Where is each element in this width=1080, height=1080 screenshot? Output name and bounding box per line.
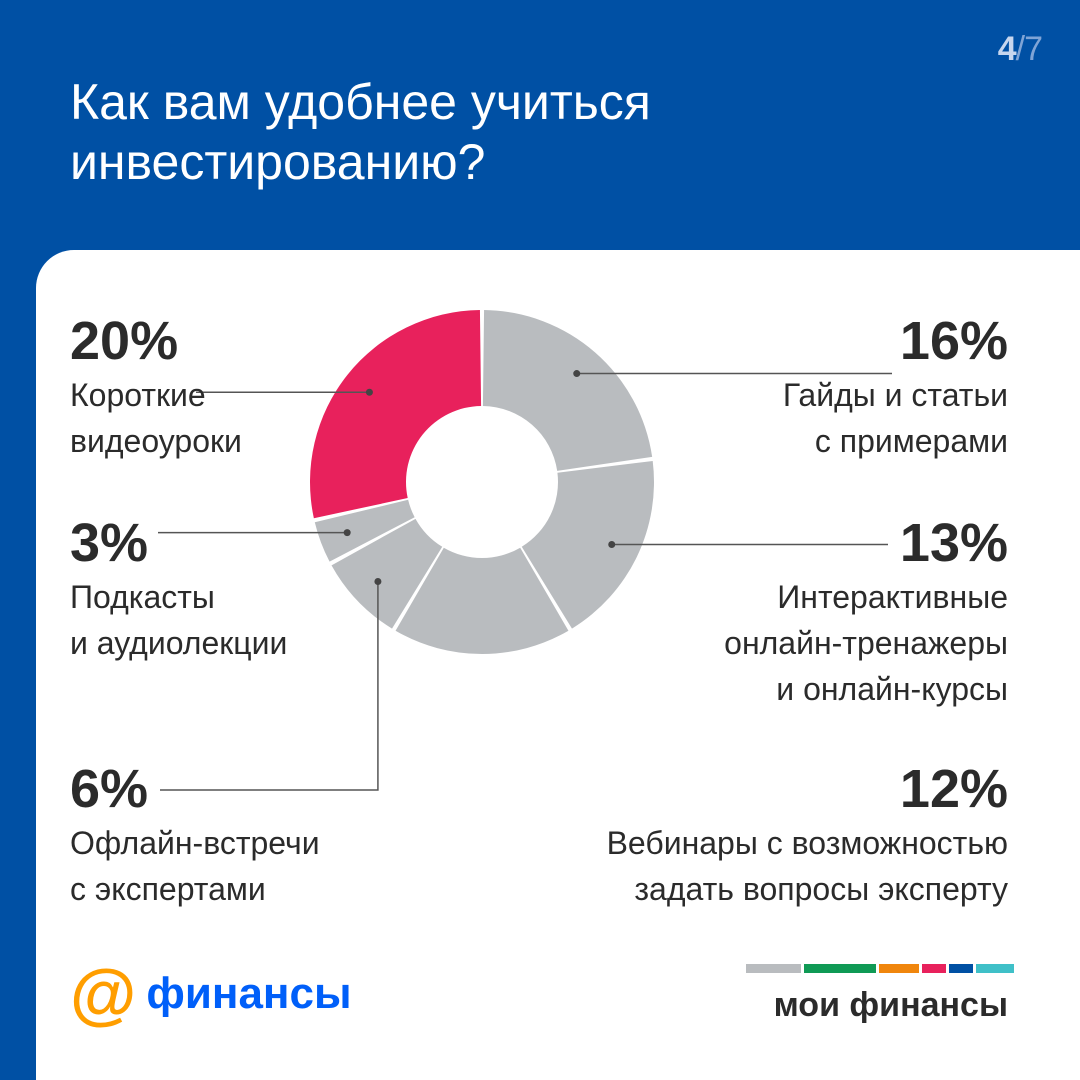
stripe-segment	[804, 964, 876, 973]
leader-dot-podcasts	[343, 529, 351, 537]
pct-webinars: 12%	[899, 759, 1008, 819]
brand-logo: @ финансы	[70, 956, 352, 1032]
donut-slice	[331, 518, 443, 629]
leader-dot-interactive	[608, 540, 616, 548]
pct-offline: 6%	[70, 759, 149, 819]
leader-dot-guides	[573, 370, 581, 378]
stripe-segment	[879, 964, 919, 973]
desc-guides-2: с примерами	[814, 423, 1008, 459]
leader-line-offline	[160, 581, 379, 791]
page-current: 4	[997, 30, 1017, 68]
stripe-segment	[949, 964, 973, 973]
right-brand: мои финансы	[773, 986, 1008, 1024]
desc-webinars-2: задать вопросы эксперту	[634, 871, 1008, 907]
pct-videos: 20%	[70, 311, 179, 371]
desc-podcasts-2: и аудиолекции	[70, 625, 288, 661]
stripe-segment	[976, 964, 1014, 973]
label-podcasts: 3% Подкасты и аудиолекции	[70, 512, 287, 666]
donut-slice	[310, 310, 482, 519]
stripe-segment	[746, 964, 801, 973]
desc-offline-2: с экспертами	[70, 871, 266, 907]
page-indicator: 4/7	[997, 30, 1043, 69]
page-title: Как вам удобнее учиться инвестированию?	[70, 72, 970, 192]
label-offline: 6% Офлайн-встречи с экспертами	[70, 758, 320, 912]
label-webinars: 12% Вебинары с возможностью задать вопро…	[607, 758, 1008, 912]
title-line-1: Как вам удобнее учиться	[70, 74, 651, 130]
pct-interactive: 13%	[899, 513, 1008, 573]
label-videos: 20% Короткие видеоуроки	[70, 310, 242, 464]
desc-interactive-1: Интерактивные	[777, 579, 1008, 615]
desc-webinars-1: Вебинары с возможностью	[606, 825, 1008, 861]
desc-interactive-2: онлайн-тренажеры	[724, 625, 1008, 661]
desc-videos-2: видеоуроки	[70, 423, 242, 459]
at-sign-icon: @	[70, 956, 137, 1032]
leader-dot-offline	[374, 578, 382, 586]
label-guides: 16% Гайды и статьи с примерами	[783, 310, 1008, 464]
pct-podcasts: 3%	[70, 513, 149, 573]
brand-word: финансы	[146, 969, 352, 1018]
page-total: /7	[1015, 30, 1043, 68]
desc-videos-1: Короткие	[70, 377, 206, 413]
donut-slice	[482, 310, 653, 471]
stripe-segment	[922, 964, 946, 973]
desc-offline-1: Офлайн-встречи	[70, 825, 320, 861]
donut-slice	[521, 460, 654, 629]
leader-dot-videos	[365, 388, 373, 396]
pct-guides: 16%	[899, 311, 1008, 371]
title-line-2: инвестированию?	[70, 134, 486, 190]
desc-guides-1: Гайды и статьи	[782, 377, 1008, 413]
desc-podcasts-1: Подкасты	[70, 579, 215, 615]
label-interactive: 13% Интерактивные онлайн-тренажеры и онл…	[724, 512, 1008, 712]
donut-slice	[395, 547, 569, 654]
donut-slice	[314, 499, 415, 562]
desc-interactive-3: и онлайн-курсы	[776, 671, 1008, 707]
